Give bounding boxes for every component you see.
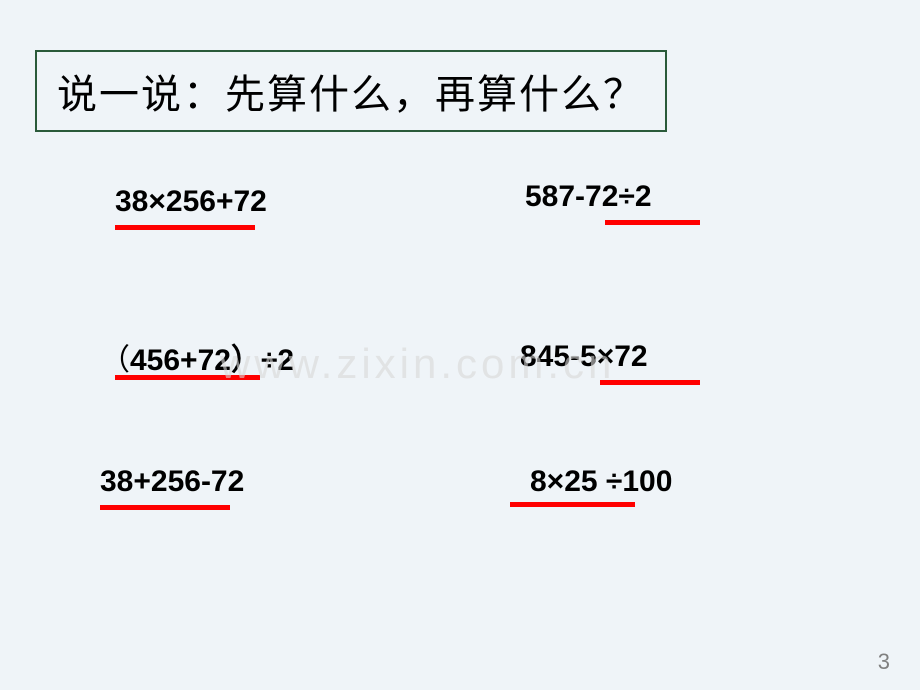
underline-5: [100, 505, 230, 510]
title-box: 说一说：先算什么，再算什么？: [35, 50, 667, 132]
expression-4: 845-5×72: [520, 340, 648, 374]
title-text: 说一说：先算什么，再算什么？: [57, 73, 645, 117]
underline-4: [600, 380, 700, 385]
expression-1-text: 38×256+72: [115, 185, 267, 218]
expression-6-text: 8×25 ÷100: [530, 465, 672, 498]
expression-4-text: 845-5×72: [520, 340, 648, 373]
open-paren: （: [100, 344, 130, 377]
expression-5: 38+256-72: [100, 465, 244, 499]
expression-3: （456+72）÷2: [100, 335, 294, 379]
underline-3: [115, 375, 260, 380]
expression-2-text: 587-72÷2: [525, 180, 652, 213]
page-number: 3: [878, 649, 890, 675]
underline-2: [605, 220, 700, 225]
underline-6: [510, 502, 635, 507]
underline-1: [115, 225, 255, 230]
expression-1: 38×256+72: [115, 185, 267, 219]
expression-3-tail: ）÷2: [231, 344, 294, 377]
expression-5-text: 38+256-72: [100, 465, 244, 498]
expression-2: 587-72÷2: [525, 180, 652, 214]
expression-6: 8×25 ÷100: [530, 465, 672, 499]
expression-3-mid: 456+72: [130, 344, 231, 377]
